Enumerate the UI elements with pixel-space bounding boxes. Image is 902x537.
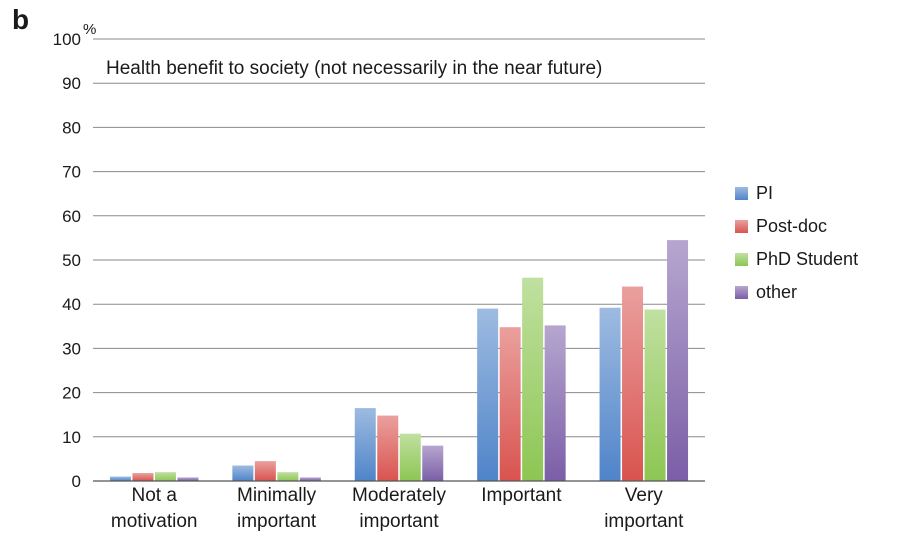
bar-pi [477, 308, 499, 481]
legend-label: PI [756, 183, 773, 203]
bar-post-doc [132, 473, 154, 481]
bar-post-doc [254, 461, 276, 481]
y-tick-label: 100 [53, 30, 81, 49]
legend-label: Post-doc [756, 216, 827, 236]
y-tick-label: 80 [62, 118, 81, 137]
x-category-label: Important [481, 485, 562, 506]
x-category-label: Moderately [352, 485, 446, 506]
legend-swatch [735, 286, 748, 299]
y-tick-label: 40 [62, 295, 81, 314]
x-category-label: important [359, 511, 439, 532]
bar-other [422, 445, 444, 481]
x-category-label: important [604, 511, 684, 532]
x-category-label: Very [625, 485, 664, 506]
y-tick-label: 90 [62, 74, 81, 93]
y-tick-label: 50 [62, 251, 81, 270]
bar-phd-student [399, 433, 421, 481]
bar-other [544, 325, 566, 481]
bar-pi [599, 307, 621, 481]
x-category-label: Not a [131, 485, 177, 506]
bar-phd-student [154, 472, 176, 481]
panel-label: b [12, 4, 30, 35]
bar-other [177, 477, 199, 481]
y-tick-label: 10 [62, 428, 81, 447]
y-tick-label: 20 [62, 384, 81, 403]
bar-pi [354, 408, 376, 481]
y-tick-label: 70 [62, 163, 81, 182]
y-tick-label: 30 [62, 339, 81, 358]
chart-title: Health benefit to society (not necessari… [106, 58, 602, 79]
x-category-label: important [237, 511, 317, 532]
bar-pi [109, 476, 131, 481]
bar-post-doc [377, 415, 399, 481]
bar-phd-student [644, 309, 666, 481]
bar-phd-student [277, 472, 299, 481]
bar-other [299, 477, 321, 481]
y-tick-label: 60 [62, 207, 81, 226]
legend-swatch [735, 187, 748, 200]
bar-post-doc [622, 286, 644, 481]
y-axis-unit: % [83, 21, 96, 38]
y-tick-label: 0 [72, 472, 81, 491]
x-category-label: Minimally [237, 485, 317, 506]
legend-label: PhD Student [756, 249, 858, 269]
legend-label: other [756, 282, 797, 302]
bar-post-doc [499, 327, 521, 481]
legend-swatch [735, 220, 748, 233]
x-category-label: motivation [111, 511, 198, 532]
bar-other [667, 240, 689, 481]
bar-phd-student [522, 277, 544, 481]
bar-pi [232, 465, 254, 481]
legend-swatch [735, 253, 748, 266]
